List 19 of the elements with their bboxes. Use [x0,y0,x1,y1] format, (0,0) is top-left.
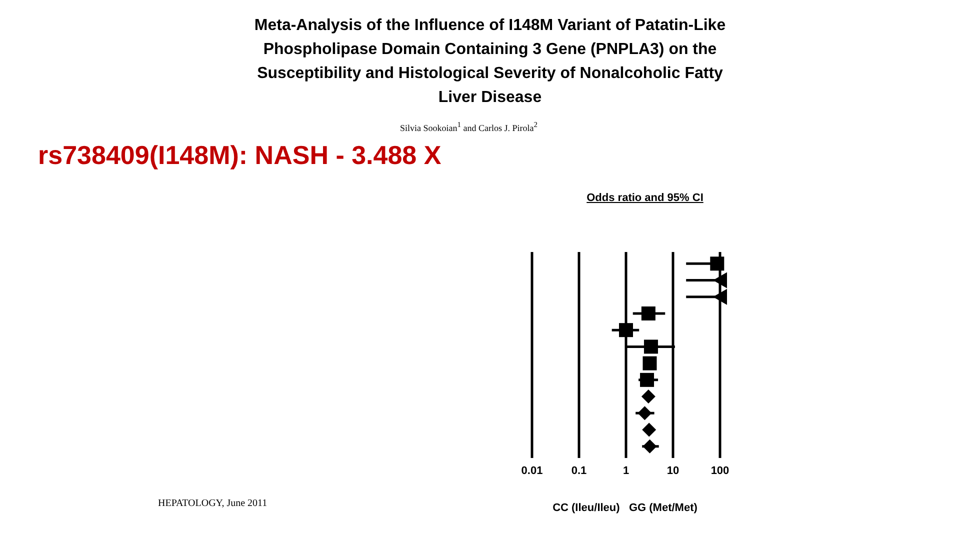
text: Odds ratio and 95% CI [586,192,704,204]
x-tick-label: 1 [622,464,630,477]
text: Silvia Sookoian$^{1}$ and Carlos J. Pirola$^{2}$ [400,120,538,133]
text: HEPATOLOGY, June 2011 [158,498,268,509]
x-axis-title: CC (Ileu/Ileu) GG (Met/Met) [552,502,698,514]
point [640,372,654,387]
x-tick-label: 10 [666,464,680,477]
x-tick-label: 0.01 [521,464,543,477]
x-tick-label: 100 [710,464,730,477]
x-tick-label: 0.1 [571,464,587,477]
chart-title: Meta-Analysis of the Influence of I148M Variant of Patatin-Like Phospholipase Domain Containing 3 Gene (PNPLA3) on the Susceptibility and Histological Severity of Nonalcoholic Fatty Liver Disease [252,14,728,110]
point [713,272,727,288]
point [713,288,727,305]
text: rs738409(I148M): NASH - 3.488 X [38,140,442,171]
point [642,439,657,454]
point [641,390,656,404]
point [641,306,656,320]
point [642,422,656,437]
point [642,356,657,370]
